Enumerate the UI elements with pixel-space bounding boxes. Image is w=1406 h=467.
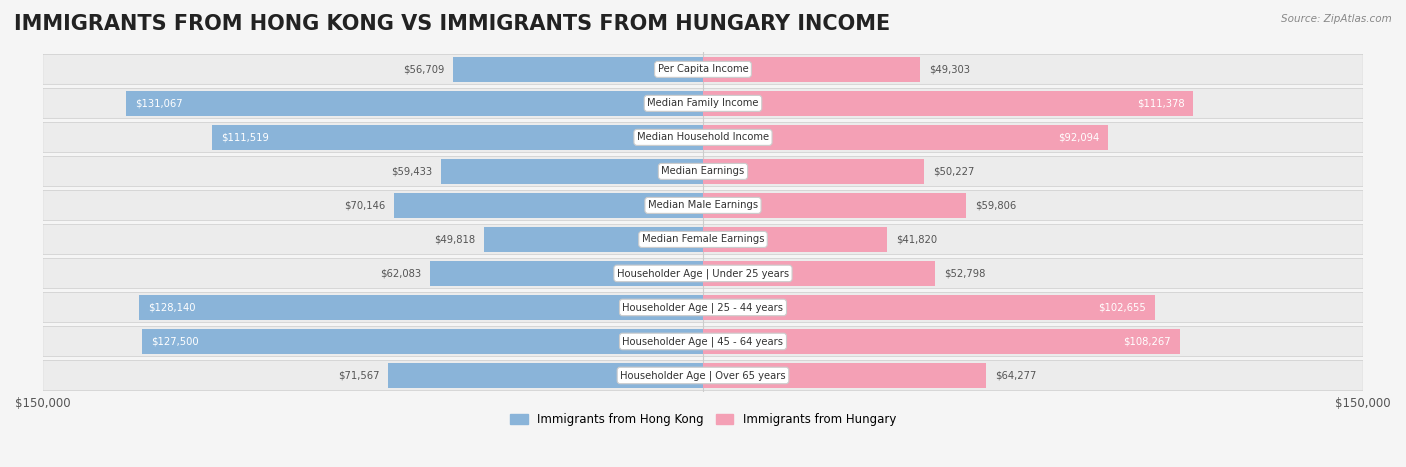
Text: $41,820: $41,820 xyxy=(896,234,936,244)
Text: $56,709: $56,709 xyxy=(404,64,444,74)
Text: IMMIGRANTS FROM HONG KONG VS IMMIGRANTS FROM HUNGARY INCOME: IMMIGRANTS FROM HONG KONG VS IMMIGRANTS … xyxy=(14,14,890,34)
Bar xyxy=(703,227,887,252)
Legend: Immigrants from Hong Kong, Immigrants from Hungary: Immigrants from Hong Kong, Immigrants fr… xyxy=(505,408,901,431)
FancyBboxPatch shape xyxy=(42,361,1364,390)
Text: $108,267: $108,267 xyxy=(1123,336,1171,347)
Bar xyxy=(703,159,924,184)
Bar xyxy=(703,363,986,388)
FancyBboxPatch shape xyxy=(42,225,1364,255)
Bar xyxy=(703,329,1180,354)
Text: $64,277: $64,277 xyxy=(994,370,1036,381)
Text: Householder Age | Over 65 years: Householder Age | Over 65 years xyxy=(620,370,786,381)
Text: $70,146: $70,146 xyxy=(344,200,385,211)
Text: Source: ZipAtlas.com: Source: ZipAtlas.com xyxy=(1281,14,1392,24)
Bar xyxy=(703,261,935,286)
Text: Householder Age | 25 - 44 years: Householder Age | 25 - 44 years xyxy=(623,302,783,313)
Bar xyxy=(441,159,703,184)
FancyBboxPatch shape xyxy=(42,258,1364,289)
FancyBboxPatch shape xyxy=(42,292,1364,322)
Text: $59,433: $59,433 xyxy=(391,166,433,177)
Text: Median Earnings: Median Earnings xyxy=(661,166,745,177)
Bar xyxy=(703,295,1154,320)
Bar xyxy=(703,91,1194,116)
Text: $127,500: $127,500 xyxy=(150,336,198,347)
Text: $71,567: $71,567 xyxy=(337,370,380,381)
Bar xyxy=(703,57,920,82)
Text: Per Capita Income: Per Capita Income xyxy=(658,64,748,74)
Text: $128,140: $128,140 xyxy=(148,303,195,312)
Bar xyxy=(139,295,703,320)
FancyBboxPatch shape xyxy=(42,326,1364,356)
Text: $52,798: $52,798 xyxy=(945,269,986,278)
Text: Householder Age | 45 - 64 years: Householder Age | 45 - 64 years xyxy=(623,336,783,347)
Text: $131,067: $131,067 xyxy=(135,99,183,108)
Text: Median Male Earnings: Median Male Earnings xyxy=(648,200,758,211)
Text: $92,094: $92,094 xyxy=(1059,132,1099,142)
Bar xyxy=(703,193,966,218)
Text: $59,806: $59,806 xyxy=(974,200,1017,211)
Bar xyxy=(453,57,703,82)
Bar xyxy=(142,329,703,354)
Text: Median Female Earnings: Median Female Earnings xyxy=(641,234,765,244)
Text: $111,378: $111,378 xyxy=(1137,99,1184,108)
Bar xyxy=(388,363,703,388)
Text: Median Family Income: Median Family Income xyxy=(647,99,759,108)
FancyBboxPatch shape xyxy=(42,122,1364,152)
FancyBboxPatch shape xyxy=(42,191,1364,220)
Bar xyxy=(212,125,703,149)
FancyBboxPatch shape xyxy=(42,88,1364,118)
Text: $49,818: $49,818 xyxy=(434,234,475,244)
Bar xyxy=(127,91,703,116)
Bar xyxy=(703,125,1108,149)
Text: $102,655: $102,655 xyxy=(1098,303,1146,312)
FancyBboxPatch shape xyxy=(42,156,1364,186)
Text: Householder Age | Under 25 years: Householder Age | Under 25 years xyxy=(617,268,789,279)
Bar xyxy=(394,193,703,218)
Text: Median Household Income: Median Household Income xyxy=(637,132,769,142)
Text: $62,083: $62,083 xyxy=(380,269,420,278)
Text: $111,519: $111,519 xyxy=(221,132,269,142)
Text: $49,303: $49,303 xyxy=(929,64,970,74)
Text: $50,227: $50,227 xyxy=(932,166,974,177)
FancyBboxPatch shape xyxy=(42,54,1364,85)
Bar xyxy=(430,261,703,286)
Bar xyxy=(484,227,703,252)
